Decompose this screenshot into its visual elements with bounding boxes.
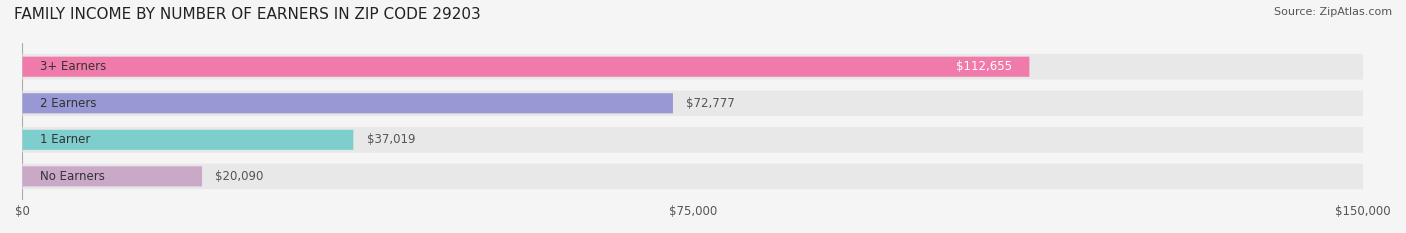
FancyBboxPatch shape — [22, 164, 1364, 189]
Text: $20,090: $20,090 — [215, 170, 264, 183]
Text: 2 Earners: 2 Earners — [39, 97, 97, 110]
FancyBboxPatch shape — [22, 54, 1364, 79]
FancyBboxPatch shape — [22, 127, 1364, 153]
Text: Source: ZipAtlas.com: Source: ZipAtlas.com — [1274, 7, 1392, 17]
Text: No Earners: No Earners — [39, 170, 104, 183]
FancyBboxPatch shape — [22, 93, 673, 113]
FancyBboxPatch shape — [22, 166, 202, 186]
Text: $72,777: $72,777 — [686, 97, 735, 110]
Text: $37,019: $37,019 — [367, 133, 415, 146]
Text: 1 Earner: 1 Earner — [39, 133, 90, 146]
FancyBboxPatch shape — [22, 57, 1029, 77]
Text: FAMILY INCOME BY NUMBER OF EARNERS IN ZIP CODE 29203: FAMILY INCOME BY NUMBER OF EARNERS IN ZI… — [14, 7, 481, 22]
Text: $112,655: $112,655 — [956, 60, 1011, 73]
FancyBboxPatch shape — [22, 90, 1364, 116]
Text: 3+ Earners: 3+ Earners — [39, 60, 105, 73]
FancyBboxPatch shape — [22, 130, 353, 150]
